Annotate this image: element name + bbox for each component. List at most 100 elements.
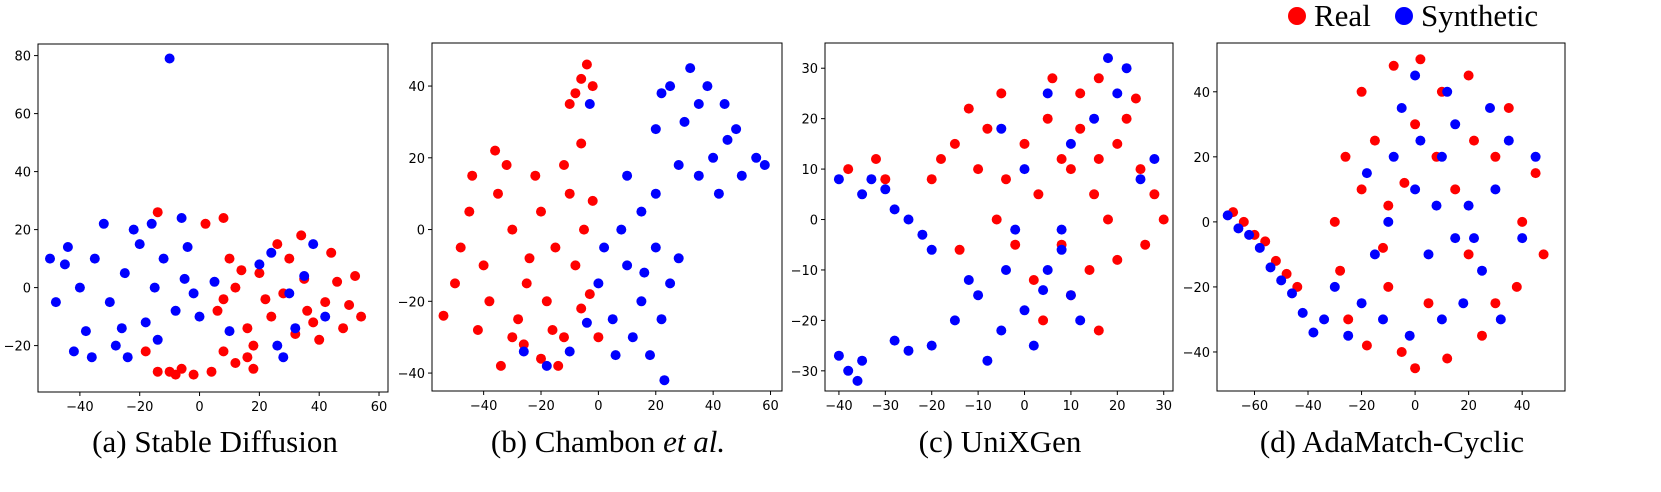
data-point: [490, 145, 501, 156]
data-point: [1450, 119, 1461, 130]
data-point: [1065, 138, 1076, 149]
data-point: [541, 296, 552, 307]
data-point: [1038, 315, 1049, 326]
data-point: [1149, 154, 1160, 164]
data-point: [68, 346, 79, 357]
data-point: [576, 138, 587, 149]
data-point: [564, 188, 575, 199]
data-point: [1396, 347, 1407, 357]
x-tick-label: 60: [762, 399, 779, 414]
data-point: [1423, 249, 1434, 260]
data-point: [152, 366, 163, 377]
x-tick-label: −20: [126, 400, 153, 415]
data-point: [673, 160, 684, 170]
chart-panel: −40 −20 0 20 40 60 −40 −20 0 20 40 (b) Chambon et a…: [398, 42, 783, 459]
x-tick-label: −10: [964, 399, 991, 414]
y-tick-label: 0: [1202, 216, 1210, 231]
plot-frame: [37, 43, 389, 393]
data-point: [1477, 265, 1487, 276]
data-point: [656, 88, 667, 99]
data-point: [593, 332, 604, 343]
y-tick-label: −10: [791, 264, 818, 279]
data-point: [954, 244, 965, 255]
data-point: [1356, 298, 1367, 309]
data-point: [152, 334, 163, 345]
legend-marker-real: [1288, 7, 1306, 25]
data-point: [45, 253, 55, 264]
data-point: [1490, 184, 1501, 195]
y-tick-label: −20: [791, 314, 818, 329]
y-tick-label: 20: [801, 113, 818, 128]
data-point: [299, 271, 310, 281]
panel-caption: (a) Stable Diffusion: [92, 424, 338, 459]
chart-panel: −40 −20 0 20 40 60 −20 0 20 40 60 80 (a) Stable Diff…: [4, 43, 389, 459]
x-tick-label: −20: [918, 399, 945, 414]
data-point: [659, 375, 670, 386]
data-point: [80, 326, 91, 337]
data-point: [559, 332, 569, 343]
data-point: [495, 360, 506, 371]
data-point: [1378, 242, 1388, 253]
data-point: [857, 355, 868, 366]
data-point: [857, 189, 868, 200]
data-point: [188, 288, 199, 299]
data-point: [679, 116, 690, 127]
data-point: [1265, 262, 1276, 273]
data-point: [1135, 164, 1146, 175]
data-point: [1329, 216, 1340, 227]
series-synthetic: [45, 53, 331, 363]
data-point: [450, 278, 460, 289]
data-point: [1056, 224, 1067, 235]
data-point: [570, 260, 581, 271]
data-point: [1103, 214, 1113, 225]
data-point: [478, 260, 489, 271]
data-point: [266, 247, 277, 258]
data-point: [536, 206, 546, 217]
data-point: [1149, 189, 1160, 200]
data-point: [254, 259, 265, 270]
data-point: [152, 207, 163, 218]
data-point: [622, 260, 633, 271]
data-point: [1140, 239, 1151, 250]
data-point: [179, 273, 190, 284]
series-synthetic: [518, 63, 770, 386]
data-point: [536, 353, 546, 364]
data-point: [903, 214, 914, 225]
data-point: [1042, 88, 1053, 99]
series-real: [1228, 54, 1549, 374]
data-point: [1369, 249, 1380, 260]
data-point: [296, 230, 307, 241]
data-point: [188, 369, 199, 380]
data-point: [1436, 314, 1447, 325]
data-point: [1089, 189, 1100, 200]
data-point: [926, 244, 937, 255]
data-point: [170, 305, 181, 316]
data-point: [949, 138, 960, 149]
data-point: [272, 340, 283, 351]
data-point: [1469, 233, 1479, 244]
series-synthetic: [1222, 70, 1541, 341]
data-point: [1463, 249, 1474, 260]
data-point: [627, 332, 638, 343]
data-point: [1410, 119, 1421, 130]
data-point: [1065, 290, 1076, 301]
data-point: [581, 317, 592, 328]
data-point: [1410, 184, 1421, 195]
data-point: [1056, 154, 1067, 164]
data-point: [513, 314, 524, 325]
x-tick-label: −40: [66, 400, 93, 415]
data-point: [356, 311, 367, 322]
y-tick-label: 20: [14, 224, 31, 239]
data-point: [1356, 184, 1367, 195]
data-point: [218, 346, 229, 357]
series-real: [843, 73, 1169, 336]
data-point: [248, 340, 259, 351]
y-tick-label: 40: [1193, 86, 1210, 101]
data-point: [843, 164, 854, 175]
data-point: [1028, 275, 1039, 285]
data-point: [284, 253, 295, 264]
data-point: [206, 366, 217, 377]
data-point: [1033, 189, 1044, 200]
data-point: [541, 360, 552, 371]
